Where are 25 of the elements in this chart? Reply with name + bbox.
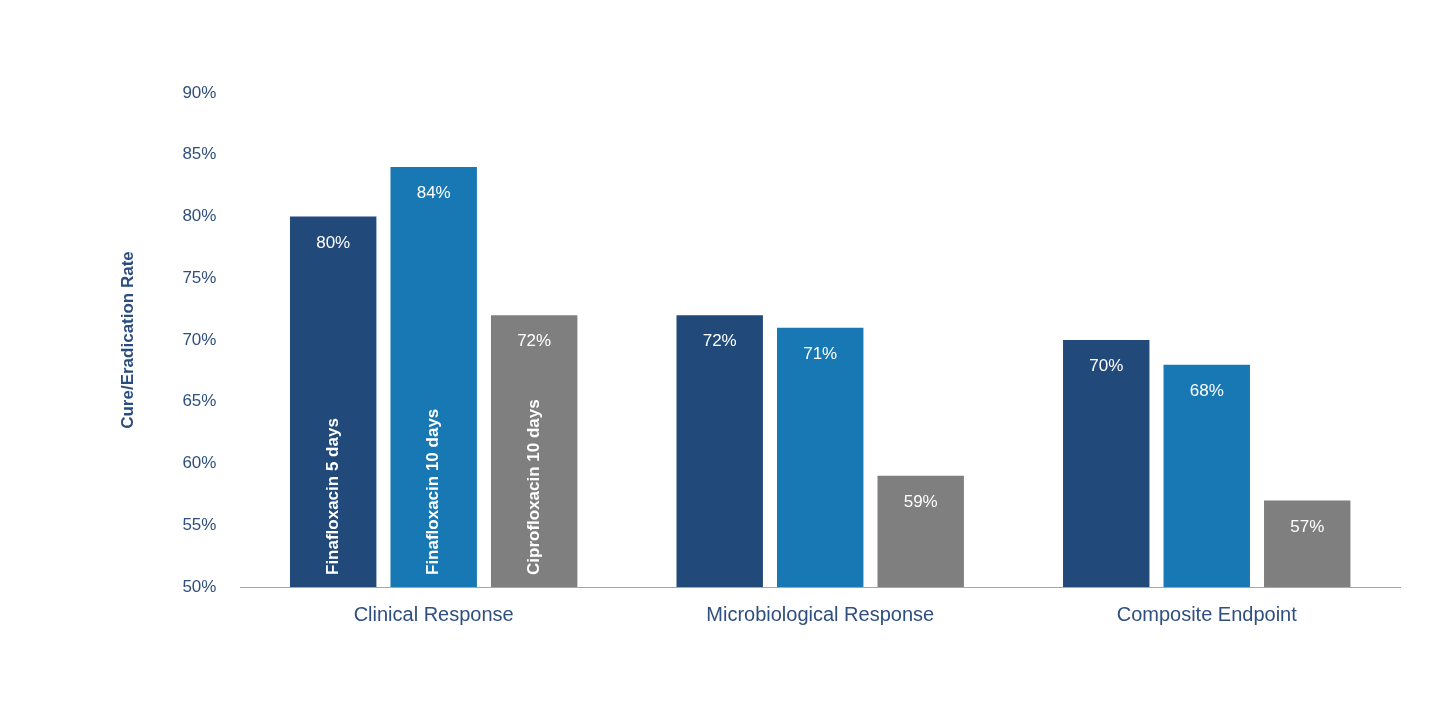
data-label: 80%: [316, 232, 351, 252]
data-label: 70%: [1089, 356, 1124, 376]
data-label: 71%: [803, 343, 838, 363]
data-label: 72%: [702, 331, 737, 351]
y-tick-label: 85%: [182, 144, 217, 164]
y-tick-label: 55%: [182, 514, 217, 534]
series-label: Finafloxacin 10 days: [423, 408, 443, 575]
y-tick-label: 70%: [182, 329, 217, 349]
x-tick-label: Microbiological Response: [706, 602, 935, 625]
x-tick-label: Composite Endpoint: [1116, 602, 1298, 625]
series-label: Finafloxacin 5 days: [322, 418, 342, 575]
y-axis-title: Cure/Eradication Rate: [117, 251, 137, 429]
y-tick-label: 80%: [182, 206, 217, 226]
data-label: 84%: [416, 183, 451, 203]
y-tick-label: 90%: [182, 82, 217, 102]
y-tick-label: 60%: [182, 453, 217, 473]
data-label: 68%: [1189, 380, 1224, 400]
y-tick-label: 75%: [182, 267, 217, 287]
series-label: Ciprofloxacin 10 days: [523, 399, 543, 575]
y-tick-label: 65%: [182, 391, 217, 411]
x-tick-label: Clinical Response: [353, 602, 514, 625]
data-label: 72%: [517, 331, 552, 351]
data-label: 57%: [1290, 516, 1325, 536]
data-label: 59%: [903, 492, 938, 512]
y-tick-label: 50%: [182, 576, 217, 596]
